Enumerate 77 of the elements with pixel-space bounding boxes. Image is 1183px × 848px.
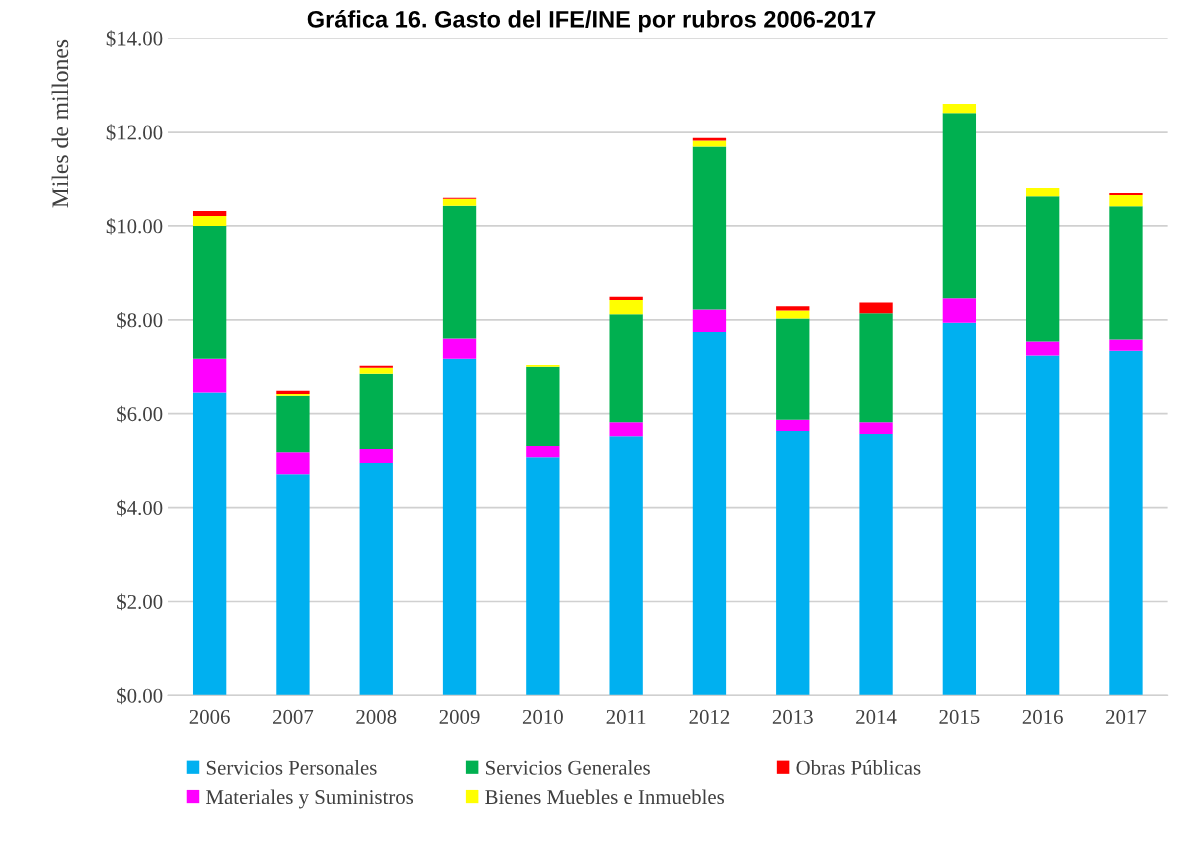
bar [276, 390, 310, 394]
bar [442, 338, 477, 359]
bar [692, 309, 727, 333]
bar [859, 422, 893, 434]
legend-label: Obras Públicas [796, 760, 921, 775]
bar [942, 298, 977, 323]
bar [442, 358, 477, 696]
x-tick-label: 2011 [606, 709, 646, 724]
x-tick-label: 2009 [439, 709, 480, 724]
x-tick-label: 2015 [939, 709, 980, 724]
y-tick-label: $8.00 [117, 311, 163, 329]
x-tick-label: 2007 [273, 709, 314, 724]
legend-label: Servicios Generales [486, 760, 650, 775]
bar [609, 436, 643, 696]
bar [609, 422, 643, 437]
bar [192, 225, 227, 359]
bar [1026, 341, 1060, 356]
bar [276, 452, 310, 475]
bar [859, 302, 893, 314]
bar [776, 431, 810, 696]
bar [192, 358, 227, 393]
y-tick-label: $12.00 [106, 124, 163, 141]
bar [776, 419, 810, 432]
bar [776, 318, 810, 420]
x-tick-label: 2016 [1022, 709, 1063, 724]
bar [692, 140, 727, 147]
bar [1026, 196, 1060, 342]
bar [942, 103, 977, 114]
bar [192, 216, 227, 226]
bar [526, 446, 560, 458]
x-tick-label: 2010 [522, 709, 563, 724]
x-tick-label: 2013 [772, 709, 813, 724]
bar [1109, 206, 1143, 340]
bar [192, 392, 227, 696]
bar [692, 332, 727, 696]
x-tick-label: 2017 [1106, 709, 1147, 724]
bar [276, 474, 310, 696]
bar [526, 366, 560, 447]
x-tick-label: 2012 [689, 709, 730, 724]
y-tick-label: $2.00 [117, 593, 163, 611]
bar [609, 314, 643, 423]
bar [276, 395, 310, 453]
bar [359, 462, 393, 696]
bar [359, 367, 393, 374]
legend-label: Bienes Muebles e Inmuebles [485, 789, 724, 805]
bar [1026, 187, 1060, 197]
legend-label: Servicios Personales [206, 760, 377, 775]
bar [1109, 339, 1143, 351]
legend-label: Materiales y Suministros [206, 789, 414, 809]
bar [192, 210, 227, 217]
bar [442, 198, 477, 206]
x-tick-label: 2014 [856, 709, 897, 724]
bar [442, 205, 477, 339]
y-tick-label: $4.00 [117, 499, 163, 517]
y-tick-label: $6.00 [117, 405, 163, 423]
bar [359, 448, 393, 463]
bar [1026, 355, 1060, 696]
bar [1109, 194, 1143, 207]
y-tick-label: $14.00 [106, 30, 163, 47]
bar [526, 457, 560, 696]
bar [776, 306, 810, 311]
bar [942, 113, 977, 299]
bar [776, 310, 810, 319]
bar [859, 433, 893, 696]
y-tick-label: $10.00 [106, 218, 163, 235]
y-axis-title: Miles de millones [51, 39, 69, 208]
y-tick-label: $0.00 [117, 687, 163, 705]
bar [1109, 350, 1143, 696]
bar [359, 373, 393, 449]
chart-title: Gráfica 16. Gasto del IFE/INE por rubros 2006-2017 [307, 10, 876, 33]
bar [859, 313, 893, 423]
x-tick-label: 2006 [189, 709, 230, 724]
bar [609, 296, 643, 301]
bar [942, 322, 977, 696]
x-tick-label: 2008 [356, 709, 397, 724]
bar [692, 146, 727, 310]
bar [609, 300, 643, 315]
